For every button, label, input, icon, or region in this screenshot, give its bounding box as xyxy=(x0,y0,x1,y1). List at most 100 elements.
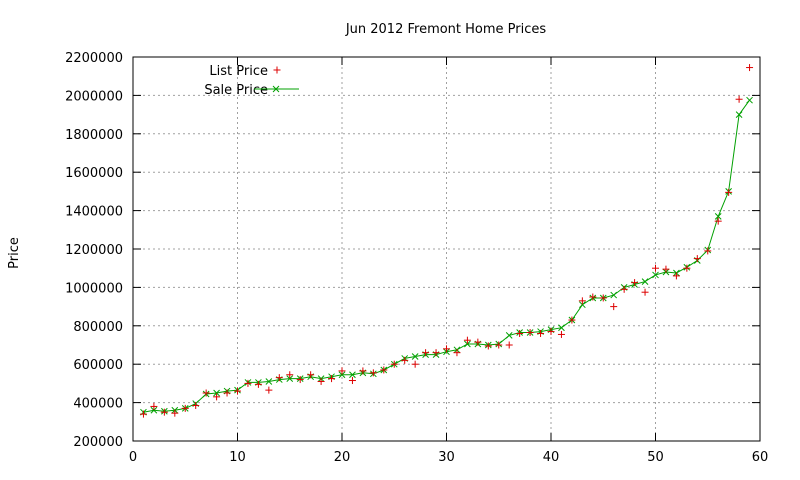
list-price-point xyxy=(453,349,461,357)
list-price-point xyxy=(631,279,639,287)
list-price-point xyxy=(443,345,450,353)
list-price-point xyxy=(307,371,315,379)
list-price-point xyxy=(328,375,336,383)
sale-price-point xyxy=(578,301,586,309)
list-price-point xyxy=(641,288,649,296)
list-price-point xyxy=(234,387,241,395)
list-price-point xyxy=(589,293,597,301)
list-price-point xyxy=(620,285,628,293)
list-price-point xyxy=(390,360,398,368)
sale-price-point xyxy=(411,353,419,360)
list-price-point xyxy=(746,64,754,72)
list-price-point xyxy=(254,380,262,388)
list-price-point xyxy=(202,389,210,397)
list-price-point xyxy=(317,377,325,385)
list-price-point xyxy=(693,255,701,263)
list-price-point xyxy=(526,329,534,337)
list-price-point xyxy=(725,188,733,196)
sale-price-point xyxy=(338,371,346,379)
y-tick-label: 1400000 xyxy=(65,205,123,220)
sale-price-point xyxy=(641,278,649,285)
list-price-point xyxy=(213,393,221,401)
legend-label-list-price: List Price xyxy=(209,64,268,79)
x-tick-label: 50 xyxy=(647,450,664,465)
plot-frame xyxy=(132,56,761,442)
list-price-point xyxy=(714,217,722,225)
list-price-point xyxy=(547,328,555,336)
x-tick-label: 20 xyxy=(334,450,351,465)
sale-price-point xyxy=(610,291,618,299)
series-list-price xyxy=(139,64,754,418)
list-price-point xyxy=(516,329,524,337)
list-price-point xyxy=(380,366,388,374)
list-price-point xyxy=(537,329,545,337)
y-tick-label: 2200000 xyxy=(65,51,123,66)
sale-price-point xyxy=(735,111,743,118)
y-tick-label: 1800000 xyxy=(65,128,123,143)
list-price-point xyxy=(610,303,618,311)
sale-price-point xyxy=(349,371,356,379)
x-tick-label: 30 xyxy=(438,450,455,465)
list-price-point xyxy=(432,349,440,357)
list-price-point xyxy=(578,297,586,305)
list-price-point xyxy=(484,342,492,350)
list-price-point xyxy=(192,401,200,409)
list-price-point xyxy=(505,341,513,349)
list-price-point xyxy=(557,330,565,338)
x-axis-ticks: 0 10 20 30 40 50 60 xyxy=(129,57,768,465)
list-price-point xyxy=(244,379,252,387)
sale-price-point xyxy=(558,324,565,332)
y-tick-label: 1600000 xyxy=(65,166,123,181)
y-tick-label: 400000 xyxy=(73,397,123,412)
sale-price-point xyxy=(714,213,722,220)
list-price-point xyxy=(348,377,356,385)
sale-price-point xyxy=(464,340,471,348)
list-price-point xyxy=(704,247,712,255)
grid xyxy=(133,57,760,441)
y-tick-label: 1000000 xyxy=(65,281,123,296)
list-price-point xyxy=(181,404,189,412)
list-price-point xyxy=(359,367,367,375)
list-price-point xyxy=(568,316,576,324)
list-price-point xyxy=(296,376,304,384)
list-price-point xyxy=(683,264,691,272)
list-price-point xyxy=(422,349,430,357)
y-tick-label: 200000 xyxy=(73,435,123,450)
list-price-point xyxy=(599,294,607,302)
list-price-point xyxy=(474,338,482,346)
sale-price-point xyxy=(286,375,294,382)
list-price-point xyxy=(265,386,273,394)
legend: List Price Sale Price xyxy=(204,64,299,98)
y-tick-label: 1200000 xyxy=(65,243,123,258)
list-price-point xyxy=(652,264,659,272)
list-price-point xyxy=(735,95,743,103)
x-tick-label: 10 xyxy=(229,450,246,465)
x-tick-label: 60 xyxy=(752,450,769,465)
y-tick-label: 2000000 xyxy=(65,89,123,104)
list-price-point xyxy=(171,409,179,417)
y-axis-label: Price xyxy=(7,237,22,269)
sale-price-point xyxy=(213,389,220,397)
sale-price-point xyxy=(652,271,659,279)
y-axis-ticks: 200000 400000 600000 800000 1000000 1200000 14… xyxy=(65,51,760,450)
legend-label-sale-price: Sale Price xyxy=(204,83,268,98)
list-price-point xyxy=(139,410,147,418)
sale-price-point xyxy=(505,332,513,339)
list-price-point xyxy=(495,341,503,349)
list-price-point xyxy=(401,356,409,364)
x-tick-label: 0 xyxy=(129,450,137,465)
list-price-point xyxy=(672,272,680,280)
y-tick-label: 600000 xyxy=(73,358,123,373)
list-price-point xyxy=(338,367,346,375)
list-price-point xyxy=(463,336,471,344)
chart-title: Jun 2012 Fremont Home Prices xyxy=(345,22,547,37)
list-price-point xyxy=(662,265,670,273)
plot-series xyxy=(139,64,754,418)
list-price-point xyxy=(411,360,419,368)
legend-marker-list-price xyxy=(273,66,281,74)
list-price-point xyxy=(275,374,283,382)
list-price-point xyxy=(160,408,168,416)
legend-marker-sale-price xyxy=(272,85,280,93)
list-price-point xyxy=(369,369,377,377)
